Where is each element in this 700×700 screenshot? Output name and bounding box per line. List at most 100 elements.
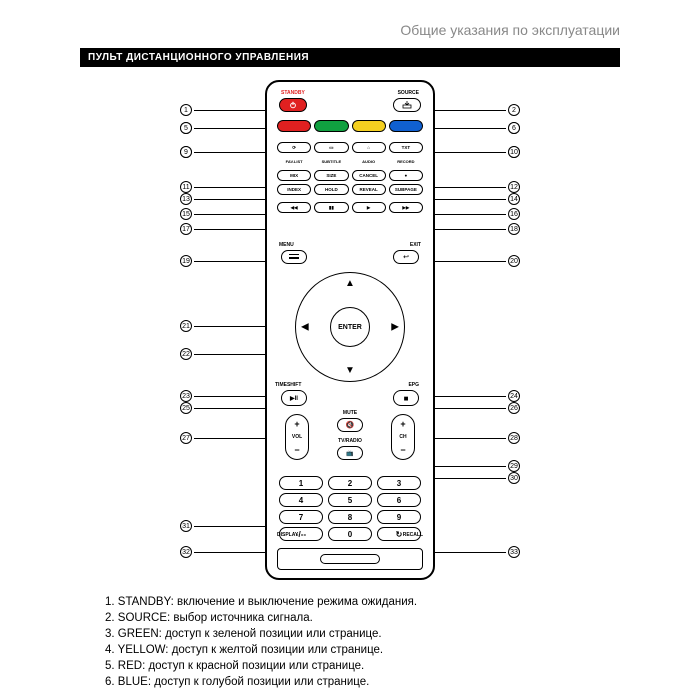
numkey-1[interactable]: 1 (279, 476, 323, 490)
ch-up[interactable]: + (400, 419, 405, 429)
callout-22: 22 (180, 348, 260, 360)
blue-button[interactable] (389, 120, 423, 132)
standby-button[interactable] (279, 98, 307, 112)
source-button[interactable] (393, 98, 421, 112)
epg-label: EPG (408, 382, 419, 388)
fav-label-0: FAV.LIST (277, 159, 311, 164)
callout-20: 20 (440, 255, 520, 267)
menu-button[interactable] (281, 250, 307, 264)
callout-23: 23 (180, 390, 260, 402)
vol-up[interactable]: + (294, 419, 299, 429)
fav-label-1: SUBTITLE (314, 159, 348, 164)
display-label: DISPLAY (277, 532, 298, 538)
ch-label: CH (399, 434, 406, 440)
row-index-btn-3[interactable]: SUBPAGE (389, 184, 423, 195)
row-icons-btn-2[interactable]: ⌂ (352, 142, 386, 153)
dpad: ▲ ▼ ◀ ▶ ENTER (295, 272, 405, 382)
callout-32: 32 (180, 546, 260, 558)
description-list: 1. STANDBY: включение и выключение режим… (105, 594, 417, 691)
numkey-2[interactable]: 2 (328, 476, 372, 490)
row-trans-btn-2[interactable]: ▶ (352, 202, 386, 213)
callout-21: 21 (180, 320, 260, 332)
standby-label: STANDBY (281, 90, 305, 96)
row-index-btn-1[interactable]: HOLD (314, 184, 348, 195)
numkey-4[interactable]: 4 (279, 493, 323, 507)
yellow-button[interactable] (352, 120, 386, 132)
callout-2: 2 (440, 104, 520, 116)
callout-30: 30 (440, 472, 520, 484)
numkey-0[interactable]: 0 (328, 527, 372, 541)
row-icons-btn-3[interactable]: TXT (389, 142, 423, 153)
dpad-right[interactable]: ▶ (391, 322, 399, 333)
callout-28: 28 (440, 432, 520, 444)
row-icons-btn-0[interactable]: ⟳ (277, 142, 311, 153)
exit-button[interactable]: ↩ (393, 250, 419, 264)
description-item-5: 5. RED: доступ к красной позиции или стр… (105, 658, 417, 674)
row-icons-btn-1[interactable]: ▭ (314, 142, 348, 153)
callout-1: 1 (180, 104, 260, 116)
description-item-6: 6. BLUE: доступ к голубой позиции или ст… (105, 674, 417, 690)
tvradio-label: TV/RADIO (338, 438, 362, 444)
callout-25: 25 (180, 402, 260, 414)
epg-button[interactable]: ■ (393, 390, 419, 406)
row-index-btn-0[interactable]: INDEX (277, 184, 311, 195)
remote-body: STANDBY SOURCE ⟳▭⌂TXT FAV.LISTSUBTITLEAU… (265, 80, 435, 580)
tvradio-button[interactable]: 📺 (337, 446, 363, 460)
description-item-1: 1. STANDBY: включение и выключение режим… (105, 594, 417, 610)
numkey-5[interactable]: 5 (328, 493, 372, 507)
callout-19: 19 (180, 255, 260, 267)
callout-10: 10 (440, 146, 520, 158)
numkey-7[interactable]: 7 (279, 510, 323, 524)
mute-button[interactable]: 🔇 (337, 418, 363, 432)
dpad-left[interactable]: ◀ (301, 322, 309, 333)
row-mix-btn-2[interactable]: CANCEL (352, 170, 386, 181)
dpad-down[interactable]: ▼ (345, 365, 355, 376)
volume-rocker[interactable]: + VOL − (285, 414, 309, 460)
row-trans-btn-3[interactable]: ▶▶ (389, 202, 423, 213)
row-index-btn-2[interactable]: REVEAL (352, 184, 386, 195)
vol-down[interactable]: − (294, 445, 299, 455)
vol-label: VOL (292, 434, 302, 440)
ch-down[interactable]: − (400, 445, 405, 455)
mute-label: MUTE (343, 410, 357, 416)
callout-5: 5 (180, 122, 260, 134)
callout-17: 17 (180, 223, 260, 235)
numkey-3[interactable]: 3 (377, 476, 421, 490)
description-item-4: 4. YELLOW: доступ к желтой позиции или с… (105, 642, 417, 658)
numkey-9[interactable]: 9 (377, 510, 421, 524)
page-header: Общие указания по эксплуатации (400, 22, 620, 38)
callout-16: 16 (440, 208, 520, 220)
fav-label-3: RECORD (389, 159, 423, 164)
callout-33: 33 (440, 546, 520, 558)
enter-button[interactable]: ENTER (330, 307, 370, 347)
callout-27: 27 (180, 432, 260, 444)
row-trans-btn-0[interactable]: ◀◀ (277, 202, 311, 213)
numkey-6[interactable]: 6 (377, 493, 421, 507)
remote-diagram: 13579111315171921222325273132 2468101214… (180, 80, 520, 580)
callout-6: 6 (440, 122, 520, 134)
row-trans-btn-1[interactable]: ▮▮ (314, 202, 348, 213)
timeshift-label: TIMESHIFT (275, 382, 301, 388)
row-mix-btn-0[interactable]: MIX (277, 170, 311, 181)
fav-label-2: AUDIO (352, 159, 386, 164)
callout-11: 11 (180, 181, 260, 193)
section-title: ПУЛЬТ ДИСТАНЦИОННОГО УПРАВЛЕНИЯ (80, 48, 620, 67)
callout-29: 29 (440, 460, 520, 472)
row-mix-btn-3[interactable]: ● (389, 170, 423, 181)
callout-31: 31 (180, 520, 260, 532)
callout-12: 12 (440, 181, 520, 193)
callout-15: 15 (180, 208, 260, 220)
red-button[interactable] (277, 120, 311, 132)
callout-9: 9 (180, 146, 260, 158)
callout-14: 14 (440, 193, 520, 205)
description-item-3: 3. GREEN: доступ к зеленой позиции или с… (105, 626, 417, 642)
callout-13: 13 (180, 193, 260, 205)
numkey-8[interactable]: 8 (328, 510, 372, 524)
channel-rocker[interactable]: + CH − (391, 414, 415, 460)
menu-label: MENU (279, 242, 294, 248)
timeshift-button[interactable]: ▶II (281, 390, 307, 406)
green-button[interactable] (314, 120, 348, 132)
dpad-up[interactable]: ▲ (345, 278, 355, 289)
callout-24: 24 (440, 390, 520, 402)
row-mix-btn-1[interactable]: SIZE (314, 170, 348, 181)
